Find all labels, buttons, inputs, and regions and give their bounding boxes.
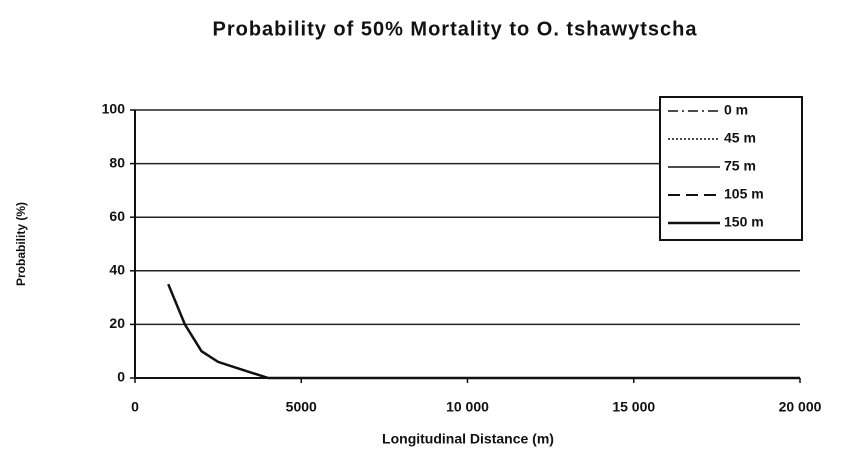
x-tick-label: 15 000 [612, 399, 655, 415]
legend-label: 105 m [724, 186, 764, 202]
x-tick-label: 5000 [286, 399, 317, 415]
legend-label: 150 m [724, 214, 764, 230]
x-tick-label: 10 000 [446, 399, 489, 415]
y-tick-label: 100 [102, 101, 126, 117]
y-tick-label: 20 [109, 315, 125, 331]
y-tick-label: 40 [109, 262, 125, 278]
x-tick-label: 20 000 [779, 399, 822, 415]
legend-box [659, 96, 803, 241]
x-axis-label: Longitudinal Distance (m) [382, 431, 554, 447]
y-tick-label: 60 [109, 208, 125, 224]
legend-label: 75 m [724, 158, 756, 174]
y-axis-label: Probability (%) [14, 202, 28, 286]
legend-label: 0 m [724, 102, 748, 118]
legend-label: 45 m [724, 130, 756, 146]
x-tick-label: 0 [131, 399, 139, 415]
series-line [167, 283, 800, 380]
chart-title: Probability of 50% Mortality to O. tshaw… [213, 18, 698, 40]
y-tick-label: 0 [117, 369, 125, 385]
y-tick-label: 80 [109, 154, 125, 170]
